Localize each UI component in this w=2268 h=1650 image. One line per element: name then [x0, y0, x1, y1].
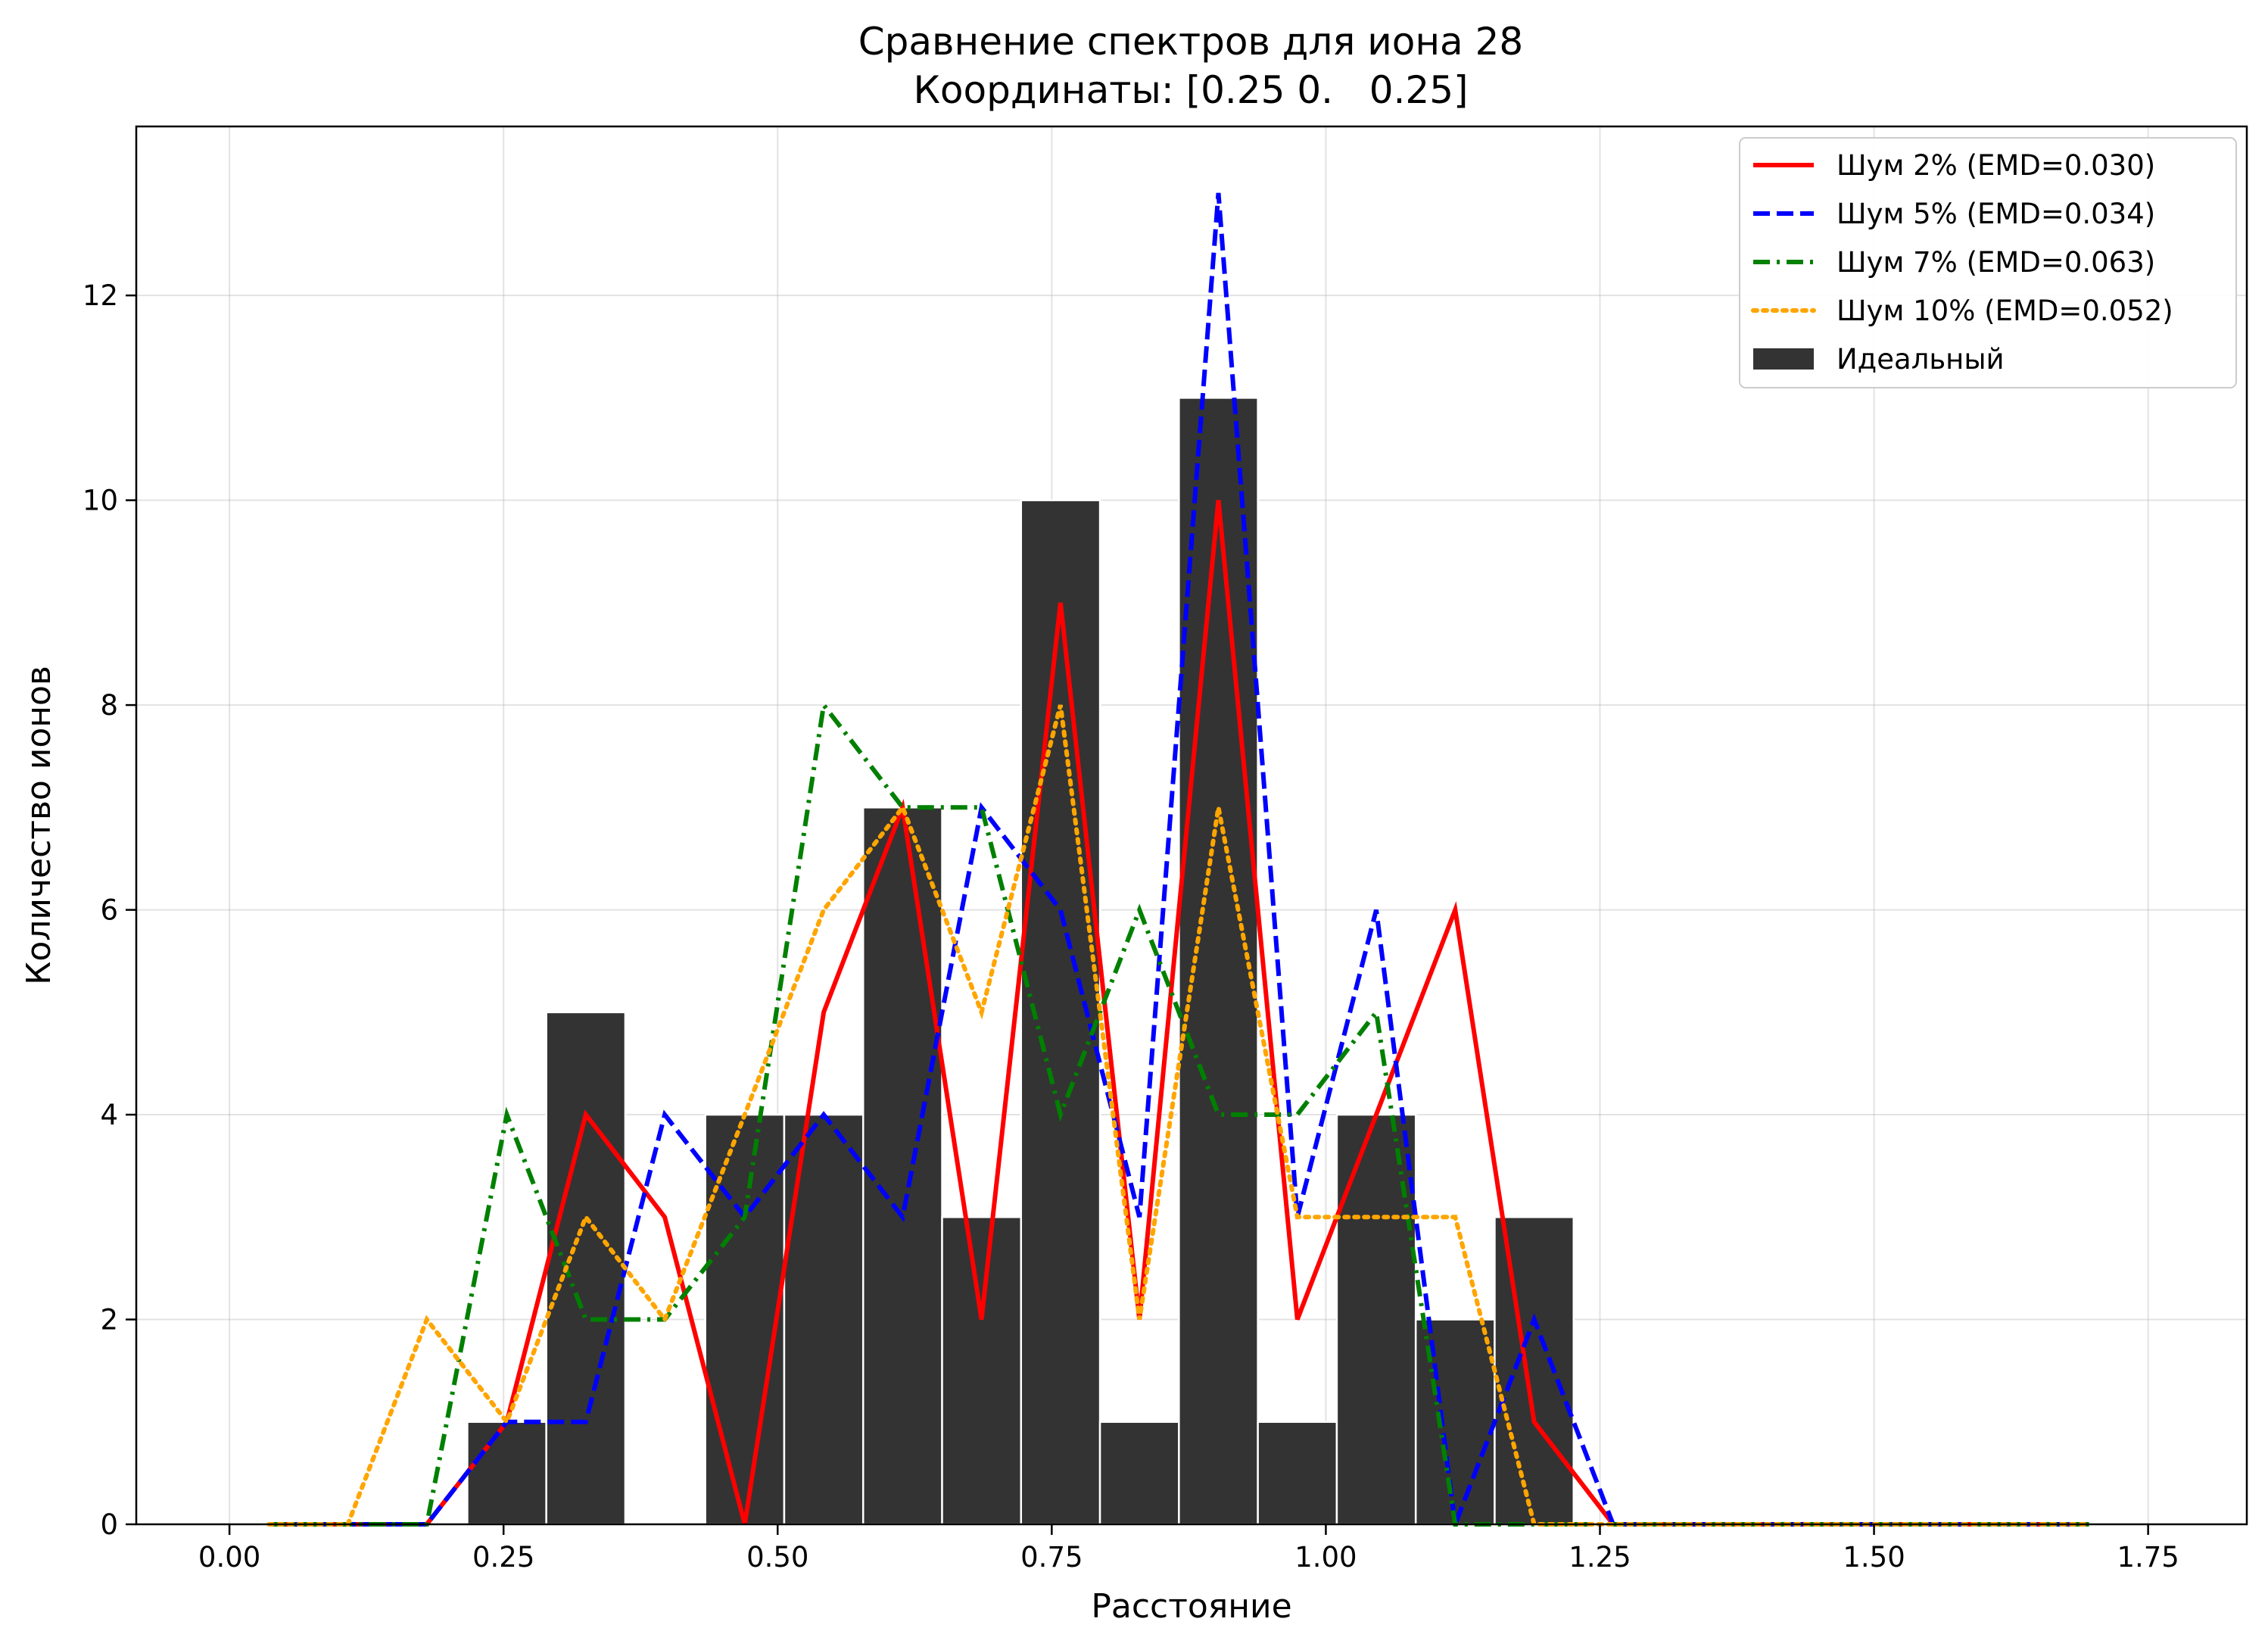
- x-tick-label: 0.25: [472, 1541, 534, 1574]
- axis-ticks: 0.00 0.25 0.50 0.75 1.00 1.25 1.50 1.75 0 2 4 6 8 10 1…: [83, 279, 2179, 1574]
- x-tick-label: 1.00: [1294, 1541, 1357, 1574]
- y-tick-label: 0: [100, 1508, 118, 1541]
- chart-title-line2: Координаты: [0.25 0. 0.25]: [913, 68, 1468, 112]
- x-tick-label: 0.50: [746, 1541, 808, 1574]
- x-tick-label: 1.75: [2117, 1541, 2179, 1574]
- y-axis-label: Количество ионов: [20, 666, 58, 985]
- y-tick-label: 2: [100, 1304, 118, 1337]
- ideal-bar: [466, 1421, 547, 1526]
- legend-label: Шум 10% (EMD=0.052): [1837, 295, 2173, 327]
- legend-frame: [1739, 137, 2237, 388]
- x-axis-label: Расстояние: [1091, 1587, 1291, 1626]
- x-tick-label: 0.75: [1020, 1541, 1083, 1574]
- y-tick-label: 4: [100, 1099, 118, 1131]
- ideal-bar: [861, 806, 943, 1526]
- chart-title-line1: Сравнение спектров для иона 28: [858, 20, 1523, 64]
- y-tick-label: 10: [83, 485, 118, 517]
- legend-label: Шум 2% (EMD=0.030): [1837, 149, 2155, 182]
- ideal-bar: [941, 1216, 1023, 1526]
- legend-swatch: [1753, 348, 1814, 370]
- x-tick-label: 1.50: [1843, 1541, 1905, 1574]
- legend-label: Шум 5% (EMD=0.034): [1837, 198, 2155, 230]
- plot-frame: [135, 125, 2248, 1526]
- legend-label: Шум 7% (EMD=0.063): [1837, 246, 2155, 279]
- ideal-bar: [1494, 1216, 1575, 1526]
- legend-label: Идеальный: [1837, 343, 2005, 376]
- x-tick-label: 1.25: [1569, 1541, 1631, 1574]
- y-tick-label: 6: [100, 894, 118, 927]
- legend: Шум 2% (EMD=0.030) Шум 5% (EMD=0.034) Шум …: [1739, 137, 2237, 388]
- ideal-bar: [1098, 1421, 1180, 1526]
- y-tick-label: 8: [100, 689, 118, 722]
- series-line-шум-5-emd-0-034: [269, 192, 2089, 1527]
- ideal-bar: [545, 1011, 627, 1526]
- ideal-bar: [1335, 1113, 1417, 1526]
- ideal-bar: [704, 1113, 786, 1526]
- ideal-bar: [1178, 397, 1259, 1526]
- x-tick-label: 0.00: [198, 1541, 260, 1574]
- ideal-bar: [783, 1113, 865, 1526]
- ideal-bar: [1257, 1421, 1338, 1526]
- y-tick-label: 12: [83, 279, 118, 312]
